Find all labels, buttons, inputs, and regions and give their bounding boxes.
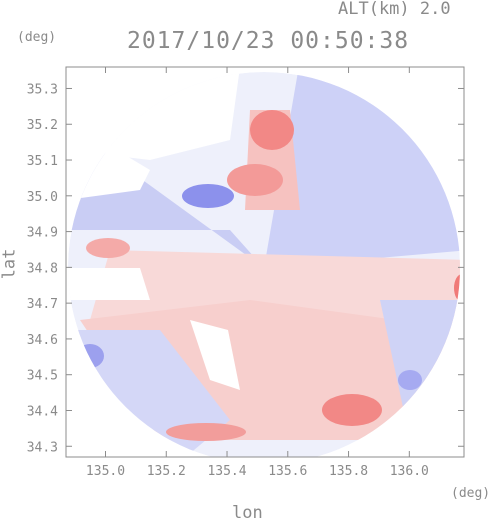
y-tick-label: 34.6 [27, 333, 58, 348]
y-tick-label: 34.9 [27, 226, 58, 241]
y-axis-unit: (deg) [17, 30, 57, 45]
timestamp-title: 2017/10/23 00:50:38 [127, 28, 410, 54]
y-tick-label: 34.8 [27, 261, 58, 276]
x-tick-label: 135.2 [147, 464, 186, 479]
x-axis-label: lon [232, 503, 263, 523]
blue-core-southwest [76, 344, 104, 368]
y-tick-label: 34.7 [27, 297, 58, 312]
no-echo-bay [190, 320, 240, 390]
x-tick-label: 136.0 [390, 464, 429, 479]
blue-core-east [398, 370, 422, 390]
red-core-north-2 [227, 164, 283, 196]
blue-core-west [182, 184, 234, 208]
no-echo-west [68, 268, 150, 300]
red-core-southwest [166, 423, 246, 441]
x-tick-label: 135.0 [86, 464, 125, 479]
x-tick-label: 135.8 [329, 464, 368, 479]
y-tick-label: 34.5 [27, 369, 58, 384]
red-core-west [86, 238, 130, 258]
x-tick-label: 135.6 [268, 464, 307, 479]
y-tick-label: 34.3 [27, 440, 58, 455]
y-tick-label: 34.4 [27, 404, 58, 419]
axis-ticks: 135.0 135.2 135.4 135.6 135.8 136.0 34.3 34.4 34… [27, 67, 464, 479]
red-core-southeast [322, 394, 382, 426]
x-axis-unit: (deg) [451, 486, 491, 501]
plot-frame [65, 66, 465, 458]
x-tick-label: 135.4 [207, 464, 246, 479]
y-tick-label: 35.3 [27, 82, 58, 97]
radar-scan [68, 72, 460, 457]
y-tick-label: 35.0 [27, 190, 58, 205]
red-core-north [250, 110, 294, 150]
altitude-label: ALT(km) 2.0 [338, 0, 451, 19]
y-tick-label: 35.2 [27, 118, 58, 133]
y-tick-label: 35.1 [27, 154, 58, 169]
red-core-east [454, 274, 460, 302]
